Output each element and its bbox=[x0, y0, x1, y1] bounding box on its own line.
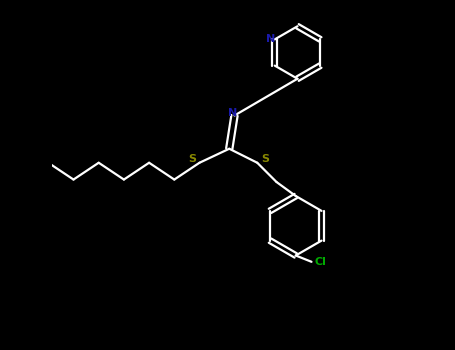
Text: N: N bbox=[228, 108, 238, 118]
Text: N: N bbox=[266, 34, 275, 44]
Text: Cl: Cl bbox=[314, 257, 326, 267]
Text: S: S bbox=[188, 154, 196, 163]
Text: S: S bbox=[261, 154, 269, 163]
